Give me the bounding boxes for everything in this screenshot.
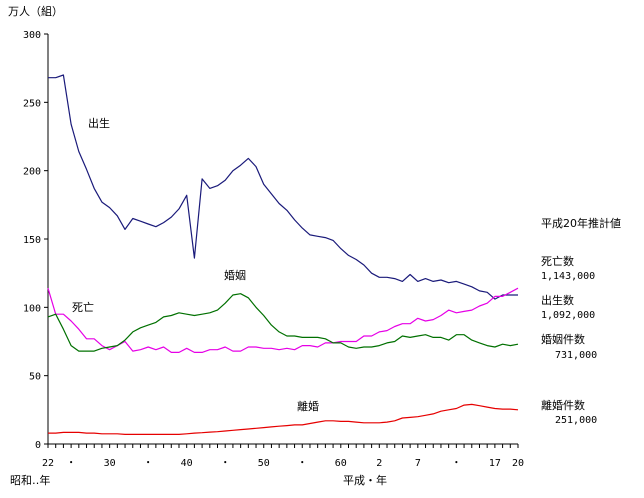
x-tick-label: 60 [335,458,347,469]
series-line-1 [47,287,519,353]
x-tick-label: 7 [415,458,421,469]
y-axis-label: 万人（組） [8,5,63,18]
x-tick-label: ・ [143,458,153,469]
series-label-death: 死亡 [72,300,94,314]
series-label-divorce: 離婚 [297,399,319,413]
x-tick-label: 30 [104,458,116,469]
x-tick-label: 50 [258,458,270,469]
x-tick-label: 40 [181,458,193,469]
annotation-birth-value: 1,092,000 [541,310,595,321]
annotation-divorce-value: 251,000 [555,415,597,426]
series-line-2 [47,293,519,352]
era-left-label: 昭和‥年 [10,473,50,487]
era-right-label: 平成・年 [343,473,387,487]
series-lines [47,74,519,435]
y-tick-label: 250 [23,98,41,109]
x-axis-ticks: 22 ・ 30 ・ 40 ・ 50 ・ 60 2 7 ・ 17 20 [42,444,524,469]
series-line-0 [48,74,518,300]
y-tick-label: 300 [23,30,41,41]
x-tick-label: ・ [220,458,230,469]
annotation-marriage-label: 婚姻件数 [541,332,585,346]
annotation-death-label: 死亡数 [541,254,574,268]
x-tick-label: 17 [489,458,501,469]
x-tick-label: 20 [512,458,524,469]
y-tick-label: 100 [23,303,41,314]
series-label-marriage: 婚姻 [224,268,246,282]
annotation-birth-label: 出生数 [541,293,574,307]
series-line-3 [48,403,519,435]
x-tick-label: 2 [376,458,382,469]
y-tick-label: 200 [23,167,41,178]
annotation-death-value: 1,143,000 [541,271,595,282]
y-tick-label: 50 [29,372,41,383]
annotation-marriage-value: 731,000 [555,350,597,361]
estimate-note: 平成20年推計値 [541,216,621,230]
y-tick-label: 0 [35,440,41,451]
y-tick-label: 150 [23,235,41,246]
annotation-divorce-label: 離婚件数 [541,398,585,412]
axes [47,34,518,445]
y-axis-ticks: 0 50 100 150 200 250 300 [23,30,48,451]
x-tick-label: ・ [297,458,307,469]
x-tick-label: 22 [42,458,54,469]
series-label-birth: 出生 [88,116,110,130]
x-tick-label: ・ [66,458,76,469]
x-tick-label: ・ [451,458,461,469]
